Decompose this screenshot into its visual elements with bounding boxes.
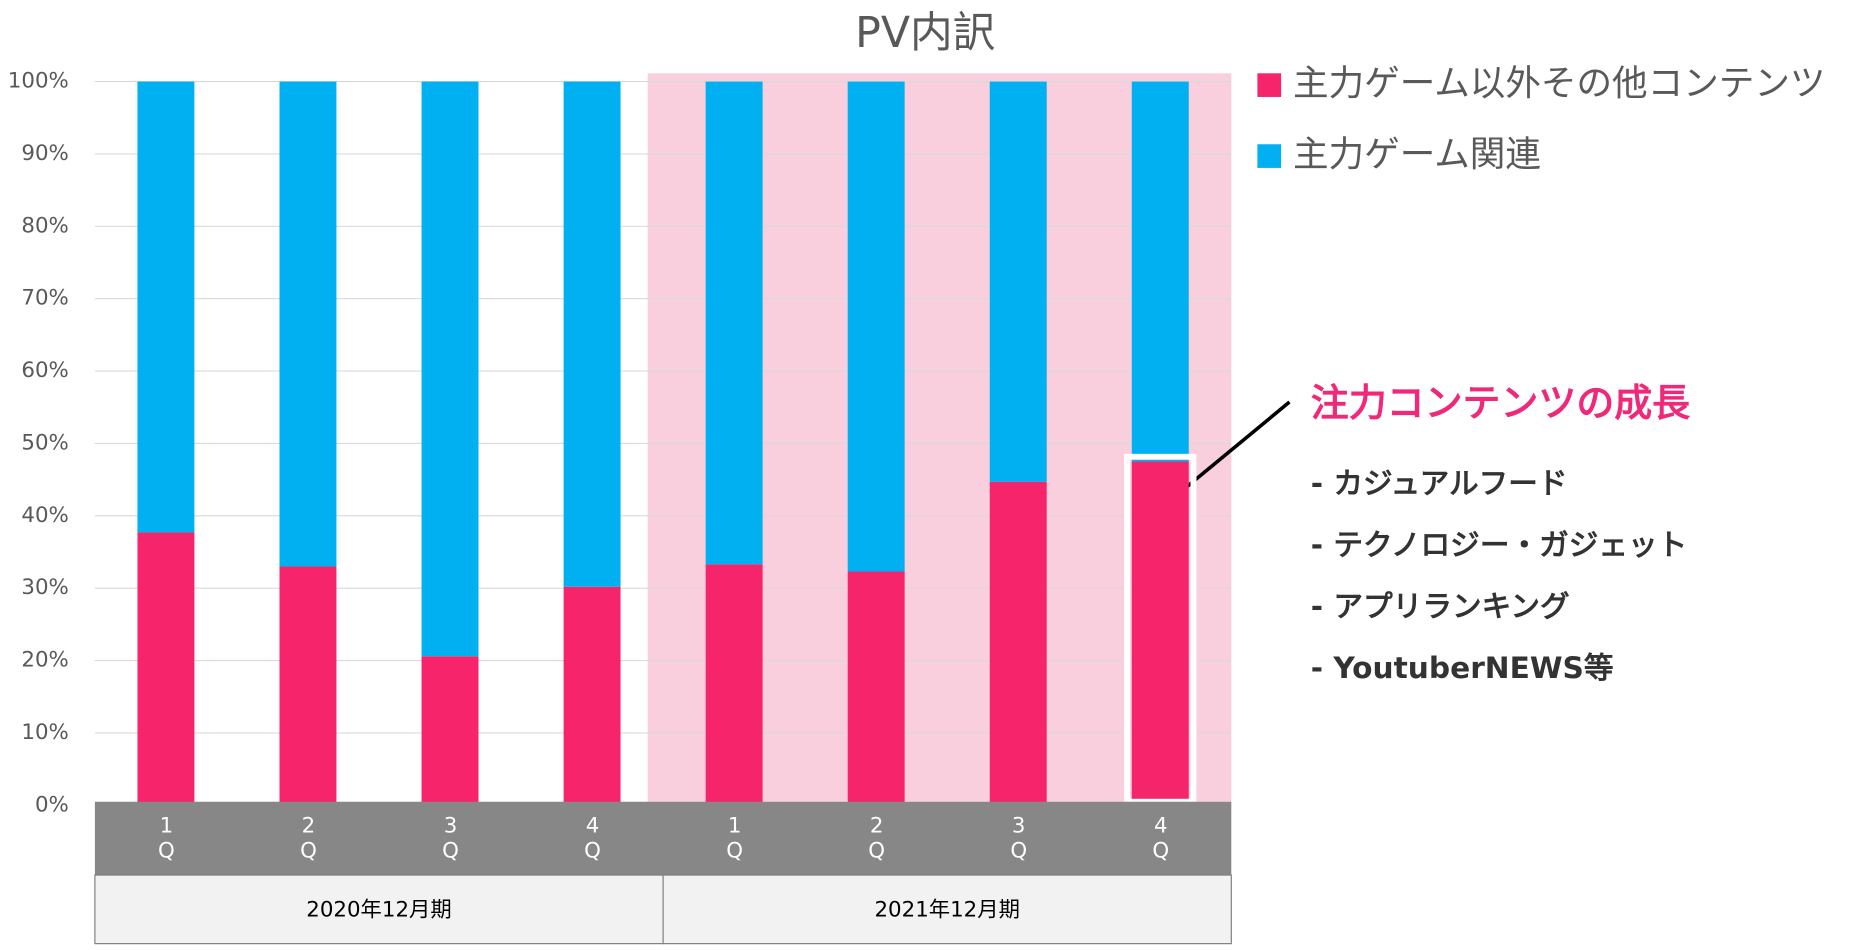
annotation-item: - カジュアルフード <box>1311 466 1568 500</box>
y-tick-label: 90% <box>21 141 68 166</box>
group-cell <box>94 874 664 945</box>
annotation-item: - YoutuberNEWS等 <box>1311 651 1614 685</box>
x-tick-label: 3Q <box>1006 813 1031 863</box>
bar-segment <box>705 81 763 565</box>
x-tick-label: 1Q <box>154 813 179 863</box>
y-tick-label: 40% <box>21 503 68 528</box>
y-tick-label: 80% <box>21 213 68 238</box>
y-tick-label: 100% <box>8 69 69 94</box>
chart-title: PV内訳 <box>855 8 995 58</box>
legend-label: 主力ゲーム以外その他コンテンツ <box>1293 63 1826 104</box>
x-tick-label: 4Q <box>1148 813 1173 863</box>
bar-segment <box>563 81 621 587</box>
x-tick-label: 3Q <box>438 813 463 863</box>
bar-segment <box>279 566 337 806</box>
y-tick-label: 50% <box>21 430 68 455</box>
bar-segment <box>421 81 479 657</box>
annotation-item: - アプリランキング <box>1311 589 1570 623</box>
bar-segment <box>421 656 479 806</box>
legend-label: 主力ゲーム関連 <box>1293 134 1541 175</box>
y-tick-label: 70% <box>21 286 68 311</box>
x-tick-label: 4Q <box>580 813 605 863</box>
y-tick-label: 0% <box>35 792 69 817</box>
bar-segment <box>563 586 621 806</box>
group-label: 2020年12月期 <box>306 898 451 923</box>
bar-segment <box>847 81 905 572</box>
bar-segment <box>137 532 195 806</box>
bar-segment <box>847 571 905 806</box>
bar-segment <box>137 81 195 533</box>
bar-segment <box>279 81 337 567</box>
bar-segment <box>1131 81 1189 462</box>
legend-swatch <box>1257 144 1282 168</box>
legend-swatch <box>1257 73 1282 97</box>
bar-segment <box>1131 461 1189 806</box>
y-tick-label: 60% <box>21 358 68 383</box>
x-axis-band <box>94 801 1232 876</box>
annotation-heading: 注力コンテンツの成長 <box>1311 381 1690 425</box>
group-cell <box>662 874 1232 945</box>
group-label: 2021年12月期 <box>874 898 1019 923</box>
bar-segment <box>705 564 763 806</box>
x-tick-label: 2Q <box>864 813 889 863</box>
y-tick-label: 20% <box>21 648 68 673</box>
x-tick-label: 2Q <box>296 813 321 863</box>
y-tick-label: 10% <box>21 720 68 745</box>
y-tick-label: 30% <box>21 575 68 600</box>
x-tick-label: 1Q <box>722 813 747 863</box>
annotation-item: - テクノロジー・ガジェット <box>1311 528 1688 562</box>
bar-segment <box>989 81 1047 482</box>
bar-segment <box>989 481 1047 806</box>
